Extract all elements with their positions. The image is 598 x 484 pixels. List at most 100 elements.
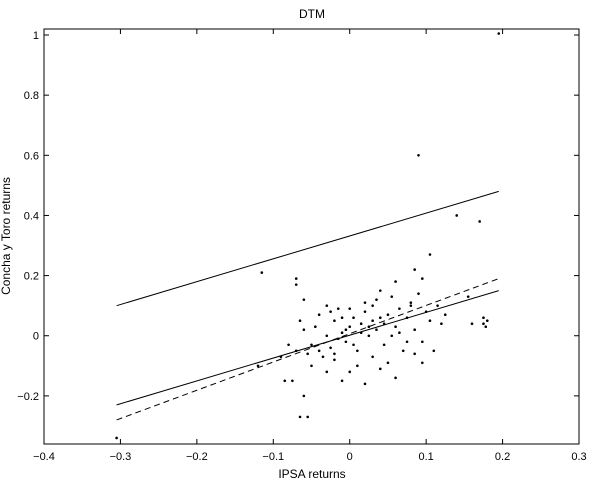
data-point <box>375 298 378 301</box>
data-point <box>421 361 424 365</box>
data-point <box>310 364 313 368</box>
solid-line <box>116 290 499 406</box>
data-point <box>298 415 302 419</box>
data-point <box>440 322 443 326</box>
y-tick-label: 0.4 <box>24 210 39 222</box>
data-point <box>363 310 367 313</box>
data-point <box>336 337 340 341</box>
data-point <box>398 307 401 310</box>
data-point <box>340 316 344 319</box>
data-point <box>485 319 489 323</box>
data-point <box>340 379 344 383</box>
y-tick-label: 1 <box>33 30 39 42</box>
data-point <box>443 313 447 316</box>
x-tick-label: 0.3 <box>571 451 586 463</box>
data-point <box>409 304 413 307</box>
data-point <box>317 313 321 316</box>
data-point <box>317 349 321 353</box>
data-point <box>375 328 378 332</box>
data-point <box>378 289 382 292</box>
data-point <box>260 271 264 274</box>
data-point <box>348 325 352 329</box>
data-point <box>424 310 428 313</box>
data-point <box>401 349 405 353</box>
y-tick-label: 0 <box>33 331 39 343</box>
data-point <box>482 322 485 326</box>
data-point <box>432 349 436 353</box>
data-point <box>367 334 371 338</box>
data-point <box>413 328 416 332</box>
data-point <box>306 415 309 419</box>
data-point <box>359 322 363 326</box>
data-point <box>390 295 394 298</box>
data-point <box>386 313 390 316</box>
data-point <box>363 382 367 386</box>
x-tick-label: −0.1 <box>262 451 284 463</box>
y-axis-label: Concha y Toro returns <box>0 177 13 295</box>
data-point <box>329 310 332 313</box>
fit-lines <box>116 190 499 421</box>
data-point <box>482 316 485 319</box>
data-point <box>478 220 481 223</box>
plot-frame <box>43 28 580 445</box>
data-point <box>329 346 332 350</box>
data-point <box>371 319 374 323</box>
data-point <box>325 334 329 338</box>
data-point <box>497 32 501 35</box>
data-point <box>371 355 374 359</box>
x-tick-label: −0.4 <box>33 451 55 463</box>
x-axis-ticks: −0.4 −0.3 −0.2 −0.1 0 0.1 0.2 0.3 <box>33 29 587 463</box>
y-tick-label: −0.2 <box>17 391 39 403</box>
data-point <box>394 325 397 329</box>
data-point <box>302 394 306 398</box>
y-tick-label: 0.6 <box>24 150 39 162</box>
data-point <box>291 379 294 383</box>
x-tick-label: 0 <box>347 451 353 463</box>
data-point <box>417 292 420 295</box>
y-axis-ticks: −0.2 0 0.2 0.4 0.6 0.8 1 <box>17 30 579 403</box>
data-point <box>325 370 329 374</box>
data-point <box>405 316 409 319</box>
x-tick-label: −0.3 <box>110 451 132 463</box>
data-point <box>371 304 374 307</box>
data-point <box>421 340 424 344</box>
data-point <box>321 355 325 359</box>
data-point <box>398 331 401 335</box>
data-point <box>115 436 118 440</box>
data-point <box>386 361 390 365</box>
data-point <box>363 301 367 304</box>
data-point <box>466 295 470 298</box>
chart-title: DTM <box>299 7 325 21</box>
data-point <box>302 298 306 301</box>
data-point <box>455 214 459 217</box>
x-tick-label: 0.2 <box>495 451 510 463</box>
data-point <box>336 307 340 310</box>
data-point <box>428 253 432 256</box>
data-point <box>382 322 386 326</box>
data-point <box>394 376 397 380</box>
data-point <box>356 364 359 368</box>
data-point <box>340 331 344 335</box>
y-tick-label: 0.8 <box>24 90 39 102</box>
data-point <box>421 277 424 280</box>
data-point <box>356 349 359 353</box>
data-point <box>333 358 336 362</box>
data-point <box>352 343 355 347</box>
data-point <box>314 325 317 329</box>
data-point <box>256 364 260 368</box>
data-point <box>348 307 352 310</box>
dashed-line <box>116 278 499 421</box>
data-point <box>294 283 298 286</box>
data-point <box>470 322 474 326</box>
data-point <box>378 367 382 371</box>
data-point <box>298 319 302 323</box>
data-point <box>413 268 416 271</box>
x-axis-label: IPSA returns <box>278 467 345 481</box>
solid-line <box>116 190 499 307</box>
data-point <box>413 352 416 356</box>
data-point <box>294 277 298 280</box>
data-point <box>390 334 394 338</box>
data-point <box>378 316 382 319</box>
data-point <box>359 331 363 335</box>
